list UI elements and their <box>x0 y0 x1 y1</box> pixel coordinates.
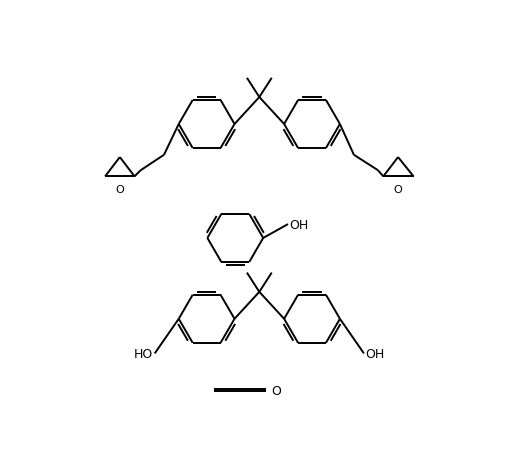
Text: OH: OH <box>365 347 384 360</box>
Text: O: O <box>393 184 401 194</box>
Text: O: O <box>115 184 124 194</box>
Text: O: O <box>270 384 280 397</box>
Text: OH: OH <box>289 218 308 231</box>
Text: HO: HO <box>134 347 153 360</box>
